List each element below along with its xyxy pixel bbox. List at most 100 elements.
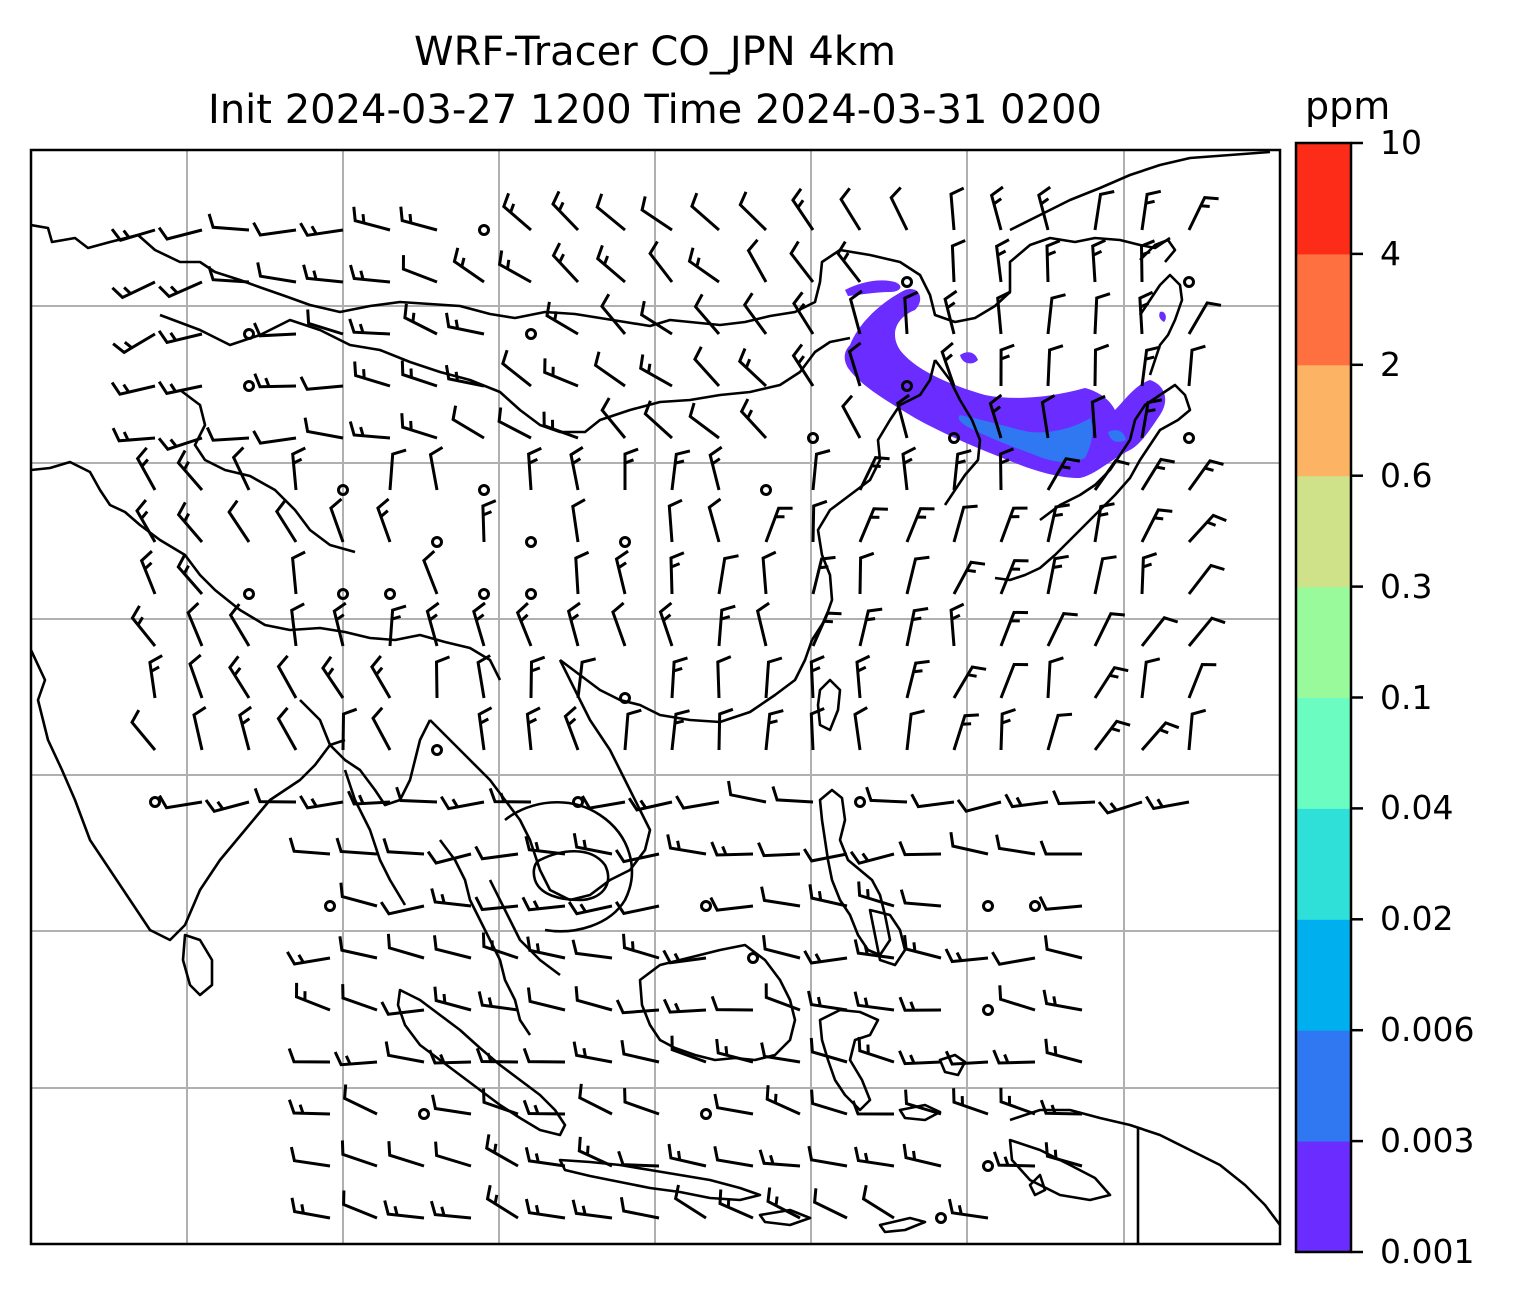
wind-barb	[1093, 343, 1110, 387]
wind-barb	[944, 948, 989, 964]
wind-barb	[551, 242, 580, 284]
wind-barb	[430, 888, 472, 908]
wind-barb	[176, 449, 204, 491]
wind-barb	[994, 238, 1010, 283]
calm-marker	[384, 588, 396, 600]
wind-barb	[440, 795, 485, 811]
wind-barb	[999, 343, 1015, 387]
wind-barb	[563, 705, 580, 751]
wind-barb	[1038, 896, 1083, 911]
wind-barb	[1090, 394, 1106, 439]
colorbar-tick-label: 0.6	[1380, 455, 1433, 495]
plume-low-concentration	[844, 289, 1166, 478]
wind-barb	[717, 604, 736, 647]
wind-barb	[287, 1099, 331, 1116]
wind-barb	[571, 939, 613, 960]
wind-barb	[338, 936, 378, 960]
wind-barb	[482, 1088, 519, 1116]
wind-barb	[1004, 793, 1049, 809]
wind-barb	[851, 1100, 895, 1116]
wind-barb	[670, 656, 688, 699]
calm-marker	[572, 796, 584, 808]
wind-barb	[623, 1088, 660, 1116]
calm-marker	[854, 796, 866, 808]
wind-barb	[807, 990, 848, 1012]
wind-barb	[905, 659, 930, 699]
colorbar-segment	[1296, 475, 1351, 588]
wind-barb	[370, 655, 392, 699]
wind-barb	[401, 255, 438, 284]
wind-barb	[1042, 989, 1083, 1012]
wind-barb	[581, 795, 626, 810]
wind-barb	[693, 293, 721, 335]
wind-barb	[999, 559, 1029, 595]
wind-barb	[238, 705, 253, 751]
wind-barb	[853, 706, 868, 751]
wind-barb	[670, 1035, 707, 1064]
wind-barb	[111, 427, 156, 443]
wind-barb	[709, 896, 754, 912]
wind-barb	[302, 264, 344, 284]
wind-barb	[434, 1141, 472, 1168]
colorbar-tick-label: 4	[1380, 233, 1401, 273]
wind-barb	[1052, 790, 1096, 806]
wind-barb	[988, 393, 1003, 439]
wind-barb	[1039, 1099, 1083, 1116]
wind-barb	[333, 1051, 378, 1067]
wind-barb	[433, 935, 472, 960]
wind-barb	[847, 341, 862, 387]
wind-barb	[715, 1038, 754, 1064]
calm-marker	[1183, 276, 1195, 288]
wind-barb	[595, 244, 626, 284]
wind-barb	[764, 709, 784, 751]
wind-barb	[477, 706, 493, 751]
wind-barb	[207, 265, 250, 284]
wind-barb	[287, 1047, 331, 1064]
map-frame	[29, 148, 1282, 1246]
wind-barb	[452, 247, 485, 284]
wind-barb	[1187, 301, 1222, 335]
wind-barb	[256, 262, 297, 284]
wind-barb	[803, 950, 848, 965]
colorbar-segment	[1296, 1030, 1351, 1142]
calm-marker	[478, 588, 490, 600]
colorbar-tick-label: 0.04	[1380, 788, 1454, 828]
wind-barb	[809, 707, 825, 751]
wind-barb	[543, 358, 579, 388]
calm-marker	[807, 432, 819, 444]
wind-barb	[865, 786, 908, 804]
wind-barb	[290, 602, 305, 647]
calm-marker	[525, 588, 537, 600]
wind-barb	[289, 1146, 331, 1168]
wind-barb	[658, 601, 674, 647]
colorbar-segment	[1296, 364, 1351, 477]
wind-barb	[803, 848, 848, 863]
wind-barb	[857, 881, 895, 908]
wind-barb	[810, 1089, 848, 1116]
wind-barb	[943, 289, 958, 335]
wind-barb	[485, 1134, 519, 1168]
wind-barb	[578, 1083, 613, 1116]
wind-barb	[1044, 1142, 1083, 1168]
wind-barb	[739, 398, 768, 440]
wind-barb	[525, 706, 541, 751]
colorbar-segment	[1296, 697, 1351, 809]
wind-barb	[898, 841, 942, 857]
wind-barb	[956, 799, 1002, 813]
wind-barb	[991, 951, 1036, 966]
wind-barb	[813, 1188, 848, 1220]
wind-barb	[445, 312, 485, 336]
wind-barb	[348, 318, 391, 336]
wind-barb	[1093, 190, 1115, 231]
wind-barb	[158, 280, 203, 299]
wind-barb	[1187, 459, 1224, 491]
calm-marker	[243, 588, 255, 600]
wind-barb	[1046, 344, 1064, 387]
wind-barb	[290, 1197, 331, 1220]
wind-barb	[139, 549, 157, 595]
wind-barb	[807, 1145, 848, 1168]
wind-barb	[595, 193, 626, 232]
colorbar-segment	[1296, 919, 1351, 1031]
colorbar-tick-label: 0.3	[1380, 566, 1433, 606]
wind-barb	[515, 601, 533, 647]
